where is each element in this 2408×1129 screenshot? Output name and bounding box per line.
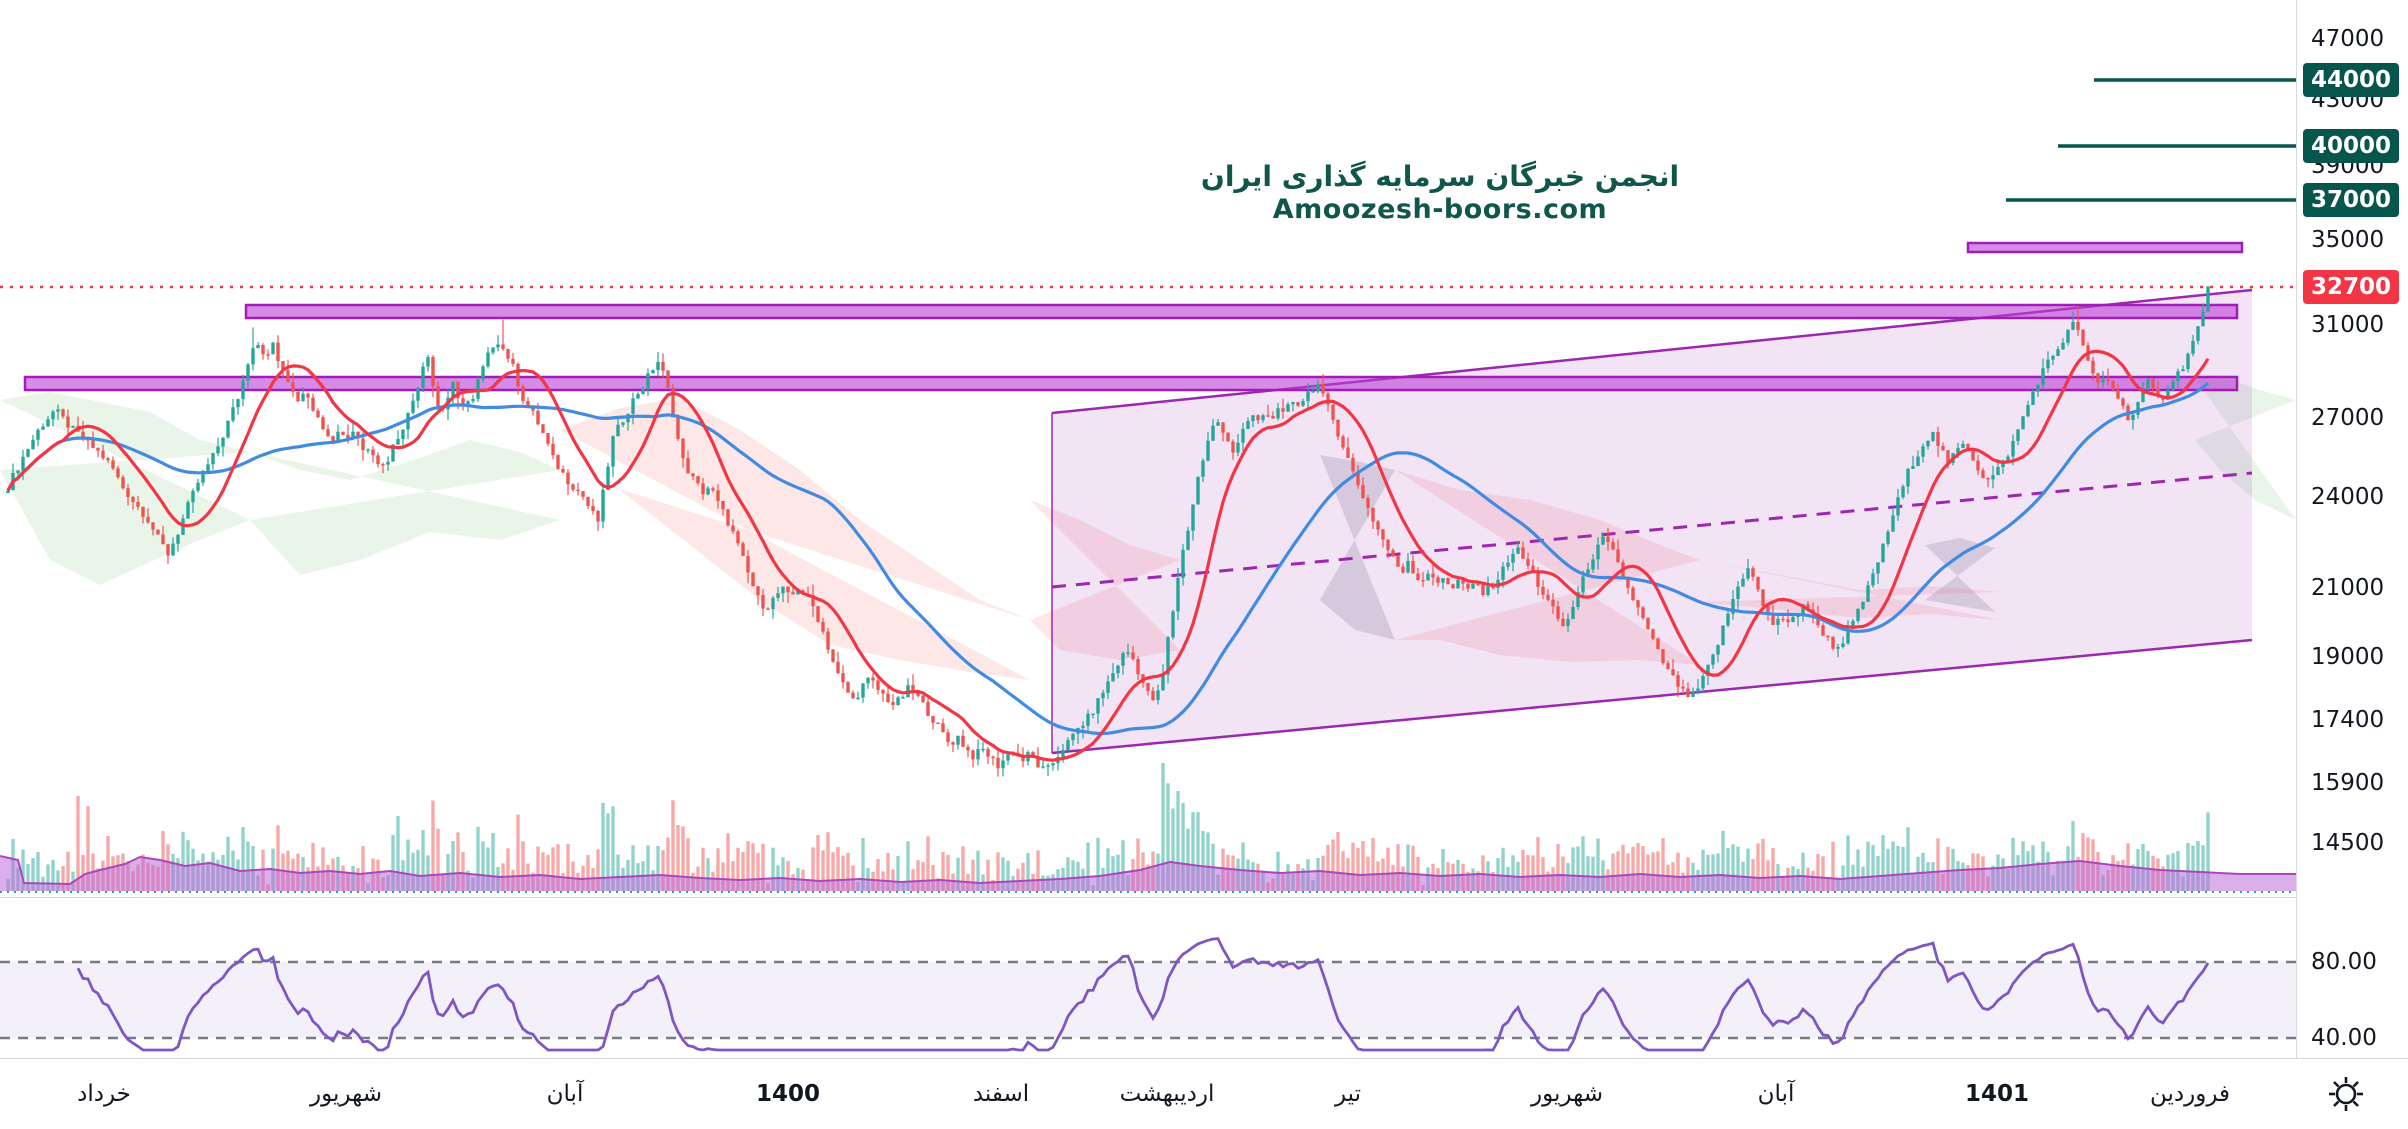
time-axis-label: خرداد [77,1081,131,1107]
axis-settings-corner[interactable] [2297,1059,2408,1129]
time-axis-label: شهریور [1531,1081,1603,1107]
price-tick-label: 14500 [2311,830,2385,856]
price-level-badge-44000[interactable]: 44000 [2303,63,2399,97]
time-axis-separator [0,1058,2408,1059]
price-tick-label: 35000 [2311,227,2385,253]
time-axis-label: آبان [1757,1081,1795,1107]
price-tick-label: 47000 [2311,26,2385,52]
price-level-badge-40000[interactable]: 40000 [2303,129,2399,163]
ma-slow-line [6,381,2210,736]
time-axis-label: تیر [1334,1081,1362,1107]
volume-ma-area-top [0,855,2296,886]
pane-separator[interactable] [0,897,2408,898]
price-tick-label: 27000 [2311,405,2385,431]
time-axis-label: شهریور [310,1081,382,1107]
price-tick-label: 15900 [2311,770,2385,796]
rsi-line [76,937,2210,1052]
ma-fast-line [6,349,2210,762]
time-axis[interactable]: خرداد شهریور آبان 1400 اسفند اردیبهشت تیر شهریو… [0,1059,2297,1129]
time-axis-label: اردیبهشت [1119,1081,1215,1107]
time-axis-label: اسفند [972,1081,1030,1107]
last-price-badge: 32700 [2303,270,2399,304]
time-axis-label: آبان [546,1081,584,1107]
price-tick-label: 21000 [2311,575,2385,601]
volume-layer [0,763,2296,893]
rsi-level-label: 40.00 [2311,1025,2377,1051]
supply-zone-28500[interactable] [23,375,2239,392]
price-tick-label: 17400 [2311,707,2385,733]
parallel-channel-drawing[interactable] [1051,288,2253,755]
time-axis-label: 1400 [755,1081,821,1107]
price-axis[interactable]: 47000 43000 39000 35000 31000 27000 24000 21000… [2297,0,2408,1058]
sun-gear-icon[interactable] [2323,1071,2369,1117]
price-zone-rectangles[interactable] [23,241,2244,392]
price-level-badge-37000[interactable]: 37000 [2303,183,2399,217]
price-tick-label: 31000 [2311,312,2385,338]
price-tick-label: 24000 [2311,484,2385,510]
price-tick-label: 19000 [2311,644,2385,670]
supply-zone-34500[interactable] [1966,241,2244,254]
moving-averages-layer [6,349,2210,762]
supply-zone-31000[interactable] [244,303,2239,320]
time-axis-label: 1401 [1964,1081,2030,1107]
horizontal-alert-lines[interactable] [2006,78,2296,202]
time-axis-label: فروردین [2149,1081,2231,1107]
price-axis-separator [2296,0,2297,1129]
ichimoku-cloud-layer [0,378,2296,680]
rsi-level-label: 80.00 [2311,949,2377,975]
rsi-pane [0,937,2296,1052]
